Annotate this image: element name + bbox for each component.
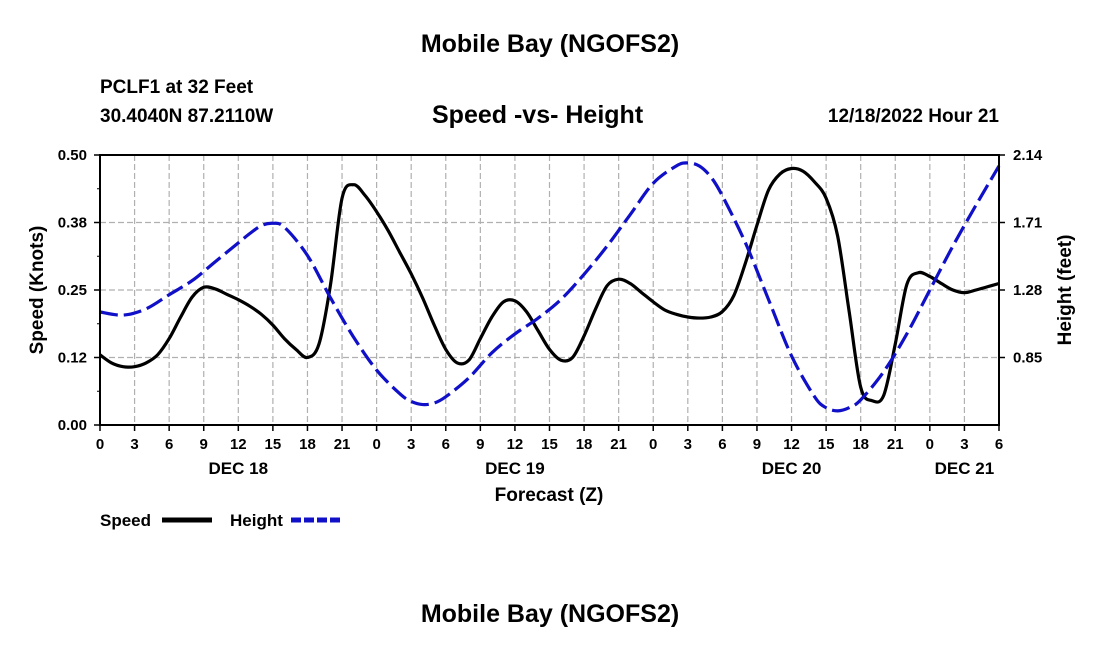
x-tick-label: 6 [995,436,1003,453]
grid-lines [100,155,999,425]
legend-label-height: Height [230,511,283,530]
x-tick-label: 0 [649,436,657,453]
x-tick-label: 21 [887,436,904,453]
x-tick-label: 18 [299,436,316,453]
x-tick-label: 9 [476,436,484,453]
series-line-height [99,161,1001,413]
y-tick-label-right: 1.28 [1013,282,1042,299]
x-tick-label: 18 [576,436,593,453]
y-tick-label-left: 0.12 [58,350,87,367]
x-tick-label: 3 [407,436,415,453]
legend: Speed Height [100,511,343,530]
date-label: DEC 20 [762,459,822,478]
tick-labels: 0 3 6 9 12 15 18 21 0 3 6 9 12 15 18 21 0 3 6 9 12 15 18 21 0 3 6D… [58,147,1043,478]
x-tick-label: 12 [230,436,247,453]
plot-frame [99,154,1000,426]
x-tick-label: 6 [165,436,173,453]
x-axis-label: Forecast (Z) [495,485,604,506]
x-tick-label: 21 [610,436,627,453]
x-tick-label: 15 [818,436,835,453]
y-axis-label-left: Speed (Knots) [27,226,48,355]
axes [94,154,1005,431]
x-tick-label: 18 [852,436,869,453]
x-tick-label: 12 [783,436,800,453]
series-line-speed [99,166,1000,404]
y-tick-label-left: 0.25 [58,282,87,299]
y-tick-label-right: 0.85 [1013,350,1042,367]
x-tick-label: 9 [753,436,761,453]
chart-subtitle: Speed -vs- Height [432,101,644,129]
y-axis-label-right: Height (feet) [1055,235,1076,346]
legend-label-speed: Speed [100,511,151,530]
y-tick-label-right: 1.71 [1013,215,1042,232]
station-coordinates: 30.4040N 87.2110W [100,106,274,127]
station-name: PCLF1 at 32 Feet [100,77,254,98]
y-tick-label-right: 2.14 [1013,147,1043,164]
date-label: DEC 19 [485,459,545,478]
forecast-datetime: 12/18/2022 Hour 21 [827,106,999,127]
footer-title: Mobile Bay (NGOFS2) [420,600,680,628]
series-lines [99,161,1001,413]
x-tick-label: 15 [265,436,282,453]
x-tick-label: 21 [334,436,351,453]
y-tick-label-left: 0.38 [58,215,87,232]
x-tick-label: 15 [541,436,558,453]
date-label: DEC 21 [935,459,995,478]
x-tick-label: 12 [507,436,524,453]
x-tick-label: 3 [684,436,692,453]
x-tick-label: 3 [130,436,138,453]
chart-title: Mobile Bay (NGOFS2) [420,30,680,58]
x-tick-label: 0 [926,436,934,453]
y-tick-label-left: 0.50 [58,147,87,164]
x-tick-label: 6 [718,436,726,453]
x-tick-label: 9 [200,436,208,453]
y-tick-label-left: 0.00 [58,417,87,434]
x-tick-label: 6 [442,436,450,453]
date-label: DEC 18 [209,459,269,478]
x-tick-label: 0 [96,436,104,453]
x-tick-label: 3 [960,436,968,453]
x-tick-label: 0 [372,436,380,453]
